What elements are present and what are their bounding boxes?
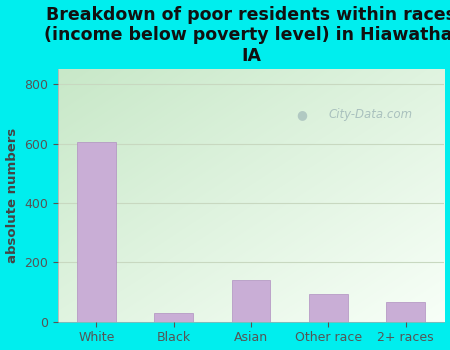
Y-axis label: absolute numbers: absolute numbers xyxy=(5,128,18,263)
Title: Breakdown of poor residents within races
(income below poverty level) in Hiawath: Breakdown of poor residents within races… xyxy=(44,6,450,65)
Bar xyxy=(232,280,270,322)
Bar xyxy=(309,294,348,322)
Bar xyxy=(77,142,116,322)
Text: ●: ● xyxy=(296,108,307,121)
Bar xyxy=(387,302,425,322)
Text: City-Data.com: City-Data.com xyxy=(328,108,413,121)
Bar xyxy=(154,313,193,322)
